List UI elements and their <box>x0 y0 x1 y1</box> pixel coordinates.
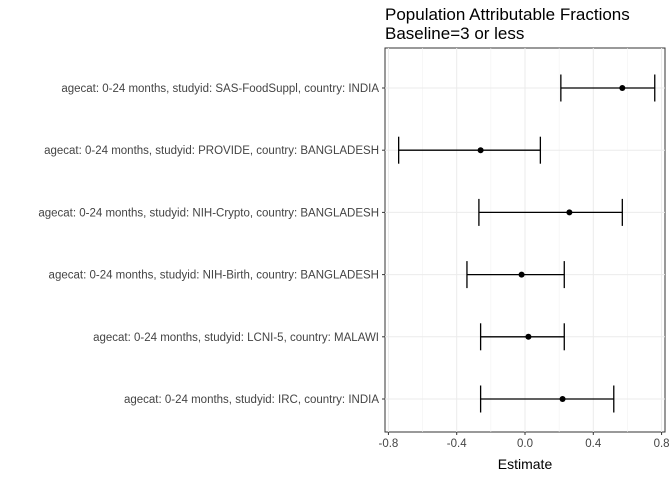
point-estimate <box>477 147 484 154</box>
chart-title: Population Attributable Fractions <box>385 5 630 24</box>
y-tick-label: agecat: 0-24 months, studyid: NIH-Crypto… <box>38 207 379 219</box>
x-axis: -0.8 -0.4 0.0 0.4 0.8 <box>379 432 670 450</box>
x-tick-label: -0.8 <box>379 438 399 450</box>
y-tick-label: agecat: 0-24 months, studyid: IRC, count… <box>124 394 379 406</box>
y-tick-label: agecat: 0-24 months, studyid: PROVIDE, c… <box>44 145 379 157</box>
y-tick-label: agecat: 0-24 months, studyid: SAS-FoodSu… <box>61 83 379 95</box>
point-estimate <box>525 333 532 340</box>
chart-subtitle: Baseline=3 or less <box>385 24 525 43</box>
forest-row <box>479 323 565 351</box>
y-tick-label: agecat: 0-24 months, studyid: LCNI-5, co… <box>93 332 379 344</box>
forest-row <box>560 74 656 102</box>
x-tick-label: -0.4 <box>447 438 467 450</box>
point-estimate <box>566 209 573 216</box>
x-axis-label: Estimate <box>498 456 553 472</box>
forest-row <box>398 136 542 164</box>
point-estimate <box>619 85 626 91</box>
forest-row <box>479 385 615 413</box>
y-axis: agecat: 0-24 months, studyid: SAS-FoodSu… <box>38 83 385 406</box>
point-estimate <box>559 396 566 402</box>
point-estimate <box>518 271 525 278</box>
data-marks <box>398 74 656 413</box>
x-tick-label: 0.0 <box>517 438 533 450</box>
x-tick-label: 0.4 <box>585 438 602 450</box>
forest-row <box>466 261 565 289</box>
forest-row <box>478 198 623 226</box>
x-tick-label: 0.8 <box>654 438 670 450</box>
y-tick-label: agecat: 0-24 months, studyid: NIH-Birth,… <box>49 270 379 282</box>
